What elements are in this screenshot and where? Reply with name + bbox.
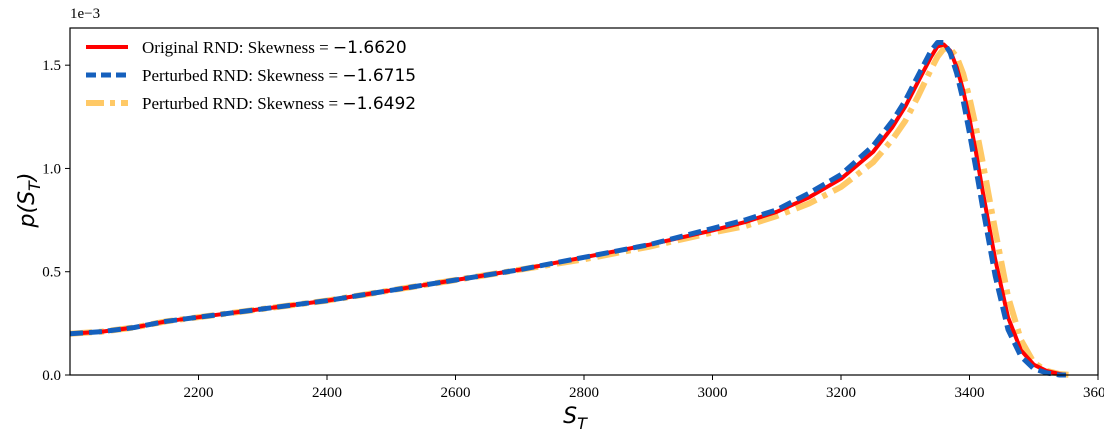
y-axis-ticks: 0.0 0.5 1.0 1.5 (42, 58, 70, 384)
legend-label-original: Original RND: Skewness = −1.6620 (142, 38, 407, 58)
y-tick-label: 0.0 (42, 368, 61, 384)
x-tick-label: 2200 (184, 385, 214, 401)
x-tick-label: 2800 (569, 385, 599, 401)
y-tick-label: 0.5 (42, 265, 61, 281)
x-tick-label: 3200 (826, 385, 856, 401)
legend-label-original-prefix: Original RND: Skewness = (142, 38, 333, 57)
series-layer (69, 40, 1073, 378)
y-offset-text: 1e−3 (70, 6, 100, 22)
legend: Original RND: Skewness = −1.6620 Perturb… (86, 38, 416, 114)
y-tick-label: 1.0 (42, 161, 61, 177)
series-line-1 (69, 40, 1066, 378)
legend-label-perturbed-1-value: −1.6715 (342, 66, 416, 86)
y-axis-label-post: ) (15, 173, 40, 184)
legend-label-perturbed-1-prefix: Perturbed RND: Skewness = (142, 66, 342, 85)
x-axis-label: ST (563, 404, 588, 429)
y-axis-label: p(ST) (15, 173, 44, 229)
legend-label-original-value: −1.6620 (333, 38, 407, 58)
legend-label-perturbed-2-value: −1.6492 (342, 94, 416, 114)
y-tick-label: 1.5 (42, 58, 61, 74)
legend-label-perturbed-2: Perturbed RND: Skewness = −1.6492 (142, 94, 416, 114)
x-tick-label: 2400 (312, 385, 342, 401)
legend-label-perturbed-2-prefix: Perturbed RND: Skewness = (142, 94, 342, 113)
x-tick-label: 3400 (955, 385, 985, 401)
y-axis-label-pre: p(S (15, 191, 40, 229)
x-axis-label-sub: T (577, 414, 588, 429)
x-tick-label: 3000 (698, 385, 728, 401)
x-tick-label: 2600 (441, 385, 471, 401)
x-axis-label-base: S (563, 404, 577, 429)
legend-label-perturbed-1: Perturbed RND: Skewness = −1.6715 (142, 66, 416, 86)
y-axis-label-sub: T (25, 180, 44, 191)
